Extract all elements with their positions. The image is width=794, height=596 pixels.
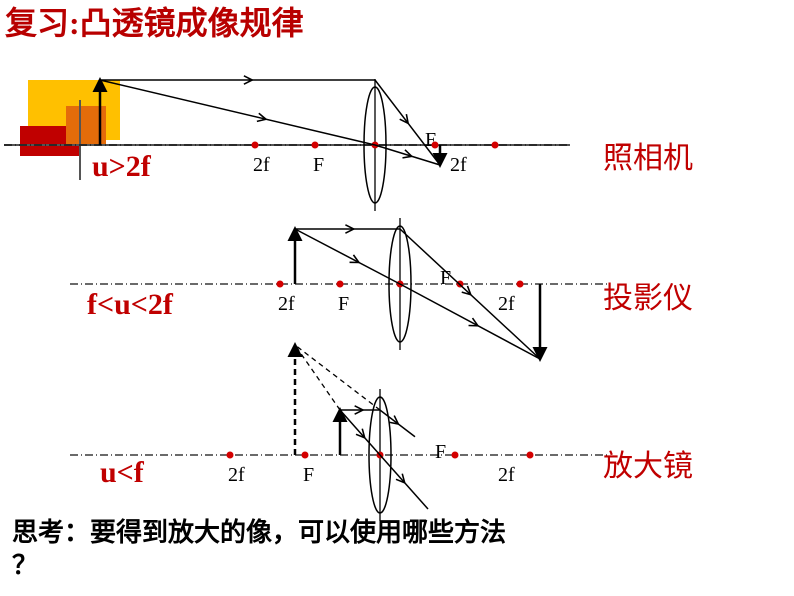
diagram-label: F <box>303 465 314 485</box>
diagram-label: 2f <box>228 465 245 485</box>
application-label: 照相机 <box>603 144 693 174</box>
diagram-label: 2f <box>498 294 515 314</box>
diagram-label: F <box>313 155 324 175</box>
condition-label: f<u<2f <box>87 290 173 320</box>
diagram-label: F <box>425 130 436 150</box>
diagram-label: 2f <box>450 155 467 175</box>
diagram-label: 2f <box>498 465 515 485</box>
condition-label: u>2f <box>92 152 151 182</box>
application-label: 投影仪 <box>603 284 693 314</box>
question-text: 思考：要得到放大的像，可以使用哪些方法 <box>12 516 506 550</box>
diagram-label: F <box>435 442 446 462</box>
question-tail: ？ <box>12 552 38 578</box>
diagram-label: F <box>440 268 451 288</box>
diagram-label: F <box>338 294 349 314</box>
diagram-label: 2f <box>278 294 295 314</box>
application-label: 放大镜 <box>603 452 693 482</box>
diagram-label: 2f <box>253 155 270 175</box>
condition-label: u<f <box>100 458 144 488</box>
